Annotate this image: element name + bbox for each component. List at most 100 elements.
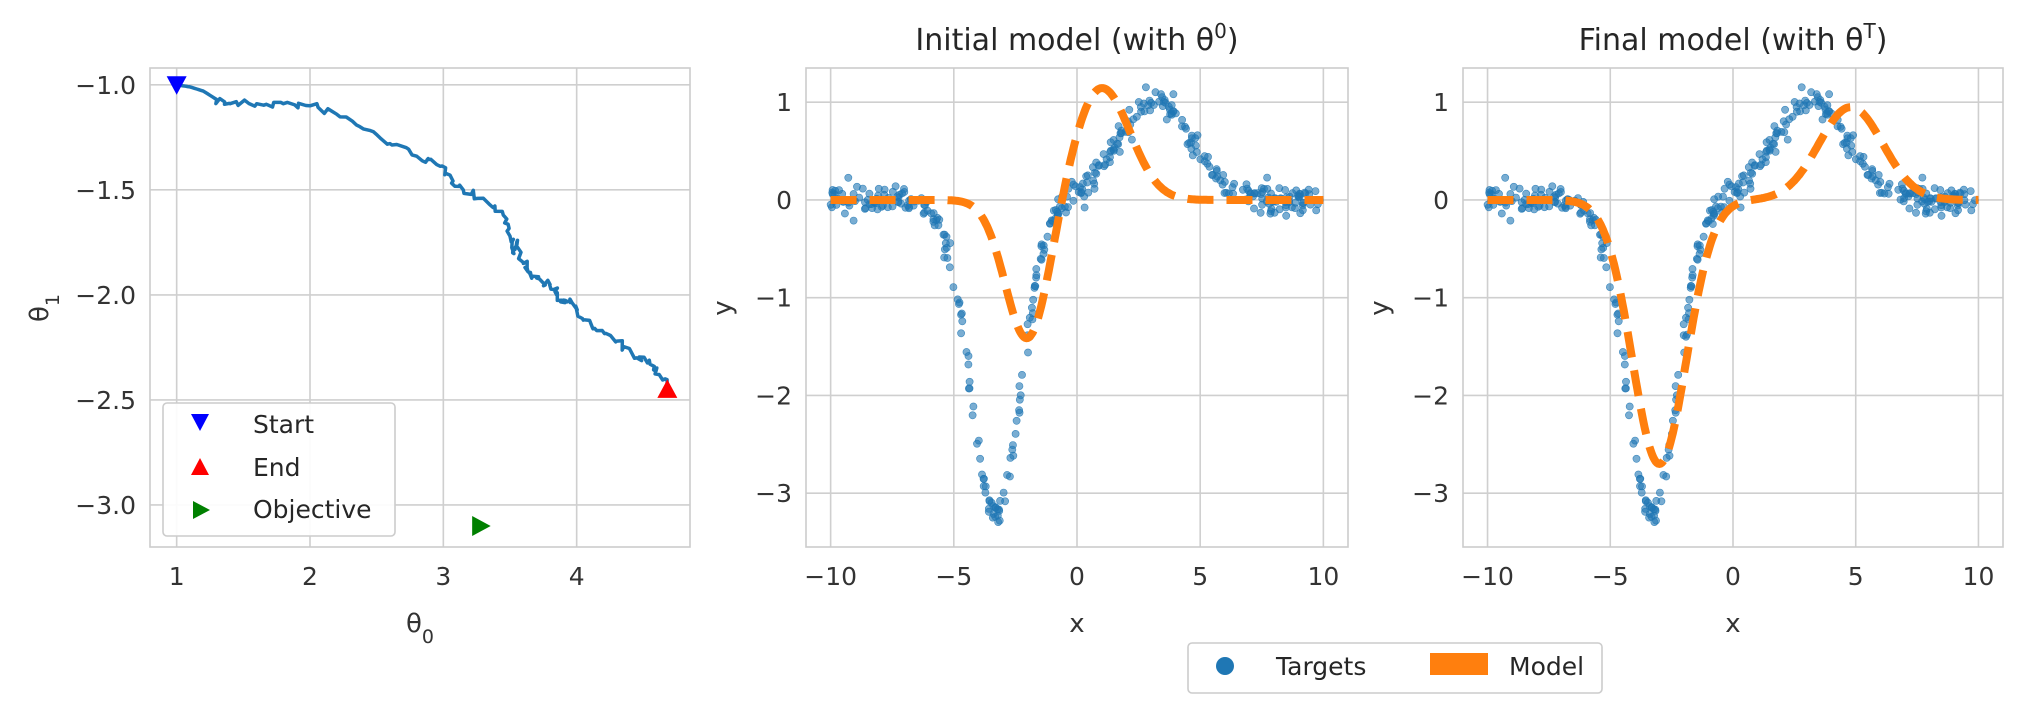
target-point — [1959, 185, 1968, 194]
target-point — [1801, 106, 1810, 115]
target-point — [1797, 83, 1806, 92]
trajectory-ytick-label: −2.0 — [75, 281, 136, 310]
target-point — [1151, 88, 1160, 97]
final-xtick-label: −5 — [1592, 562, 1629, 591]
target-point — [1747, 168, 1755, 177]
target-point — [1807, 88, 1816, 97]
target-point — [1024, 348, 1032, 357]
target-point — [1766, 143, 1775, 152]
target-point — [1874, 171, 1883, 179]
target-point — [1644, 498, 1652, 507]
target-point — [1178, 116, 1186, 124]
target-point — [1029, 295, 1038, 304]
target-point — [920, 208, 929, 217]
target-point — [1937, 211, 1946, 220]
target-point — [1783, 135, 1792, 144]
target-point — [1304, 185, 1313, 194]
target-point — [1662, 453, 1671, 462]
final-ytick-label: −2 — [1412, 381, 1449, 410]
target-point — [1250, 204, 1258, 213]
target-point — [984, 507, 993, 516]
target-point — [1497, 209, 1506, 218]
trajectory-ytick-label: −2.5 — [75, 386, 136, 415]
target-point — [1258, 188, 1267, 196]
target-point — [1825, 90, 1833, 99]
legend-end-marker — [191, 458, 209, 475]
target-point — [1606, 283, 1614, 291]
target-point — [855, 193, 864, 202]
initial-model-curve — [830, 84, 1324, 343]
target-point — [976, 454, 984, 463]
target-point — [953, 295, 962, 304]
target-point — [965, 384, 974, 393]
target-point — [1926, 194, 1935, 203]
target-point — [981, 488, 990, 497]
target-point — [1501, 173, 1510, 182]
target-point — [1708, 220, 1717, 228]
target-point — [1625, 402, 1634, 411]
final-title: Final model (with θT) — [1579, 19, 1888, 58]
target-point — [1142, 83, 1150, 92]
legend-targets-marker — [1216, 657, 1234, 675]
marker-start — [166, 76, 187, 95]
target-point — [1182, 124, 1190, 133]
target-point — [974, 436, 983, 445]
target-point — [1641, 507, 1649, 516]
target-point — [1208, 170, 1217, 179]
trajectory-panel: 1 2 3 4 −1.0 −1.5 −2.0 −2.5 −3.0 θ0 θ1 Start End… — [25, 67, 691, 648]
target-point — [1003, 471, 1011, 479]
final-grid — [1463, 68, 2003, 547]
target-point — [1296, 209, 1305, 218]
initial-frame — [805, 67, 1349, 548]
target-point — [1015, 408, 1024, 417]
target-point — [1018, 370, 1026, 379]
target-point — [941, 239, 950, 248]
target-point — [1218, 180, 1227, 189]
target-point — [1291, 198, 1300, 207]
legend-objective-marker — [193, 501, 210, 519]
target-point — [1738, 172, 1746, 181]
target-point — [1756, 162, 1764, 171]
target-point — [1037, 240, 1046, 249]
target-point — [1762, 138, 1771, 147]
target-point — [1162, 115, 1171, 124]
final-ytick-label: 0 — [1433, 186, 1449, 215]
target-point — [1128, 135, 1136, 144]
target-point — [1509, 182, 1518, 191]
trajectory-legend-box — [162, 402, 396, 537]
final-ytick-label: −1 — [1412, 284, 1449, 313]
target-point — [841, 209, 849, 218]
trajectory-ticks: 1 2 3 4 −1.0 −1.5 −2.0 −2.5 −3.0 — [75, 71, 584, 591]
target-point — [1015, 382, 1024, 390]
trajectory-xtick-label: 3 — [435, 562, 451, 591]
target-point — [939, 230, 948, 239]
trajectory-path — [176, 83, 670, 388]
initial-xtick-label: −10 — [804, 562, 857, 591]
target-point — [1687, 282, 1696, 291]
initial-xtick-label: −5 — [935, 562, 972, 591]
target-point — [1936, 186, 1945, 194]
target-point — [1548, 182, 1557, 191]
target-point — [980, 474, 988, 483]
target-point — [1735, 179, 1743, 188]
target-point — [1877, 188, 1886, 197]
target-point — [877, 202, 886, 211]
target-point — [1146, 106, 1154, 115]
initial-xtick-label: 10 — [1307, 562, 1339, 591]
target-point — [1793, 107, 1801, 116]
target-point — [1688, 271, 1697, 280]
target-point — [1080, 203, 1089, 212]
target-point — [1006, 453, 1015, 462]
target-point — [1679, 331, 1688, 340]
target-point — [1145, 96, 1154, 105]
trajectory-grid — [150, 68, 690, 547]
target-point — [1600, 254, 1608, 262]
initial-ytick-label: 1 — [776, 88, 792, 117]
final-frame — [1462, 67, 2004, 548]
target-point — [965, 377, 974, 386]
target-point — [1884, 183, 1892, 192]
target-point — [1967, 206, 1976, 215]
